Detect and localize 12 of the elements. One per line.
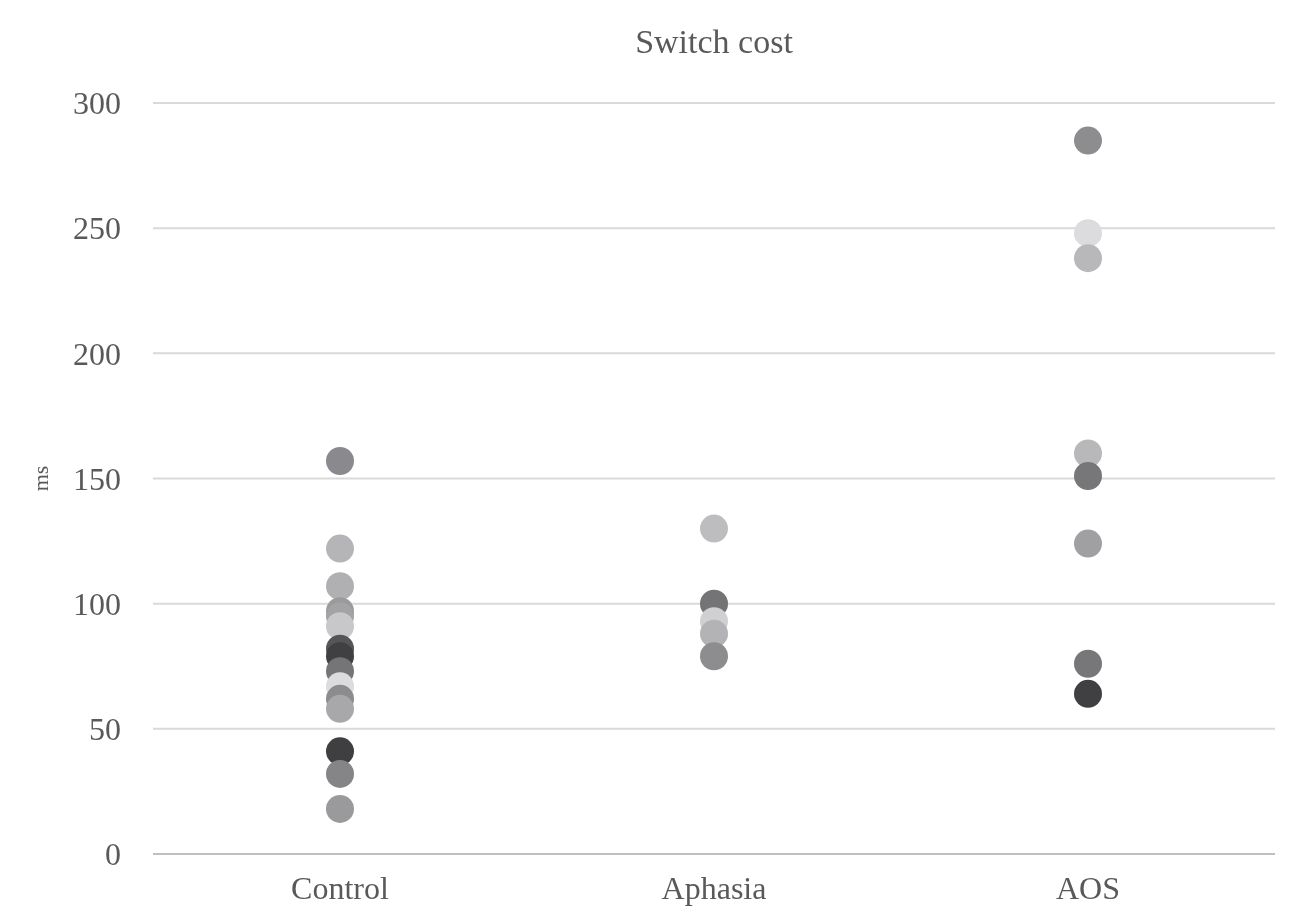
y-axis-title: ms <box>28 465 53 492</box>
x-tick-label: AOS <box>1055 870 1121 906</box>
y-tick-label: 250 <box>73 210 121 247</box>
y-tick-label: 0 <box>105 836 121 873</box>
y-tick-label: 150 <box>73 460 121 497</box>
y-tick-label: 100 <box>73 585 121 622</box>
y-tick-label: 300 <box>73 85 121 122</box>
x-tick-label: Aphasia <box>661 870 767 906</box>
y-tick-label: 200 <box>73 335 121 372</box>
x-tick-label: Control <box>291 870 389 906</box>
chart-title: Switch cost <box>635 23 794 60</box>
y-tick-label: 50 <box>89 711 121 748</box>
